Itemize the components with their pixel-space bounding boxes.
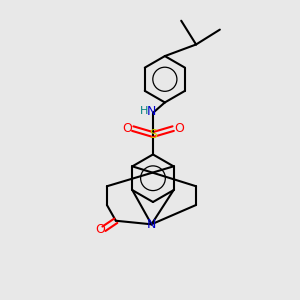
Text: O: O (95, 223, 105, 236)
Text: O: O (174, 122, 184, 134)
Text: S: S (149, 128, 157, 141)
Text: O: O (122, 122, 132, 134)
Text: H: H (140, 106, 148, 116)
Text: N: N (147, 218, 156, 231)
Text: N: N (147, 105, 156, 118)
